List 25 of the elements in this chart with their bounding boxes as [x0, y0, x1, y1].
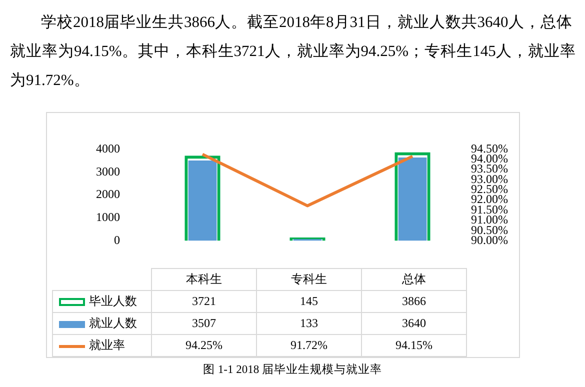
data-label: 94.15%	[362, 334, 466, 356]
bar	[290, 237, 326, 241]
bar	[398, 157, 427, 241]
x-tick-label: 专科生	[256, 268, 362, 290]
text: 学校2018届毕业生共3866人。截至2018年8月31日，就业人数共3640人，总体就业率为94.15%。其中，本科生3721人，就业率为94.25%；专科生145人，就业率为91.72%。	[10, 13, 576, 91]
data-label: 133	[256, 312, 362, 334]
text: 图 1-1 2018 届毕业生规模与就业率	[202, 362, 383, 377]
y-tick-label: 3000	[96, 164, 120, 178]
bar	[394, 152, 430, 241]
data-label: 94.25%	[152, 334, 256, 356]
data-label: 145	[256, 290, 362, 312]
data-label: 91.72%	[256, 334, 362, 356]
data-label: 3721	[152, 290, 256, 312]
y-tick-label: 0	[114, 232, 120, 247]
legend-label: 毕业人数	[89, 294, 137, 308]
data-label: 3507	[152, 312, 256, 334]
y-tick-label: 2000	[96, 187, 120, 202]
data-label: 3640	[362, 312, 466, 334]
data-label: 3866	[362, 290, 466, 312]
legend-label: 就业率	[89, 338, 125, 352]
y-tick-label: 4000	[96, 141, 120, 156]
x-tick-label: 本科生	[152, 268, 256, 290]
x-tick-label: 总体	[362, 268, 466, 290]
y-tick-label: 1000	[96, 210, 120, 224]
legend-label: 就业人数	[89, 316, 137, 330]
